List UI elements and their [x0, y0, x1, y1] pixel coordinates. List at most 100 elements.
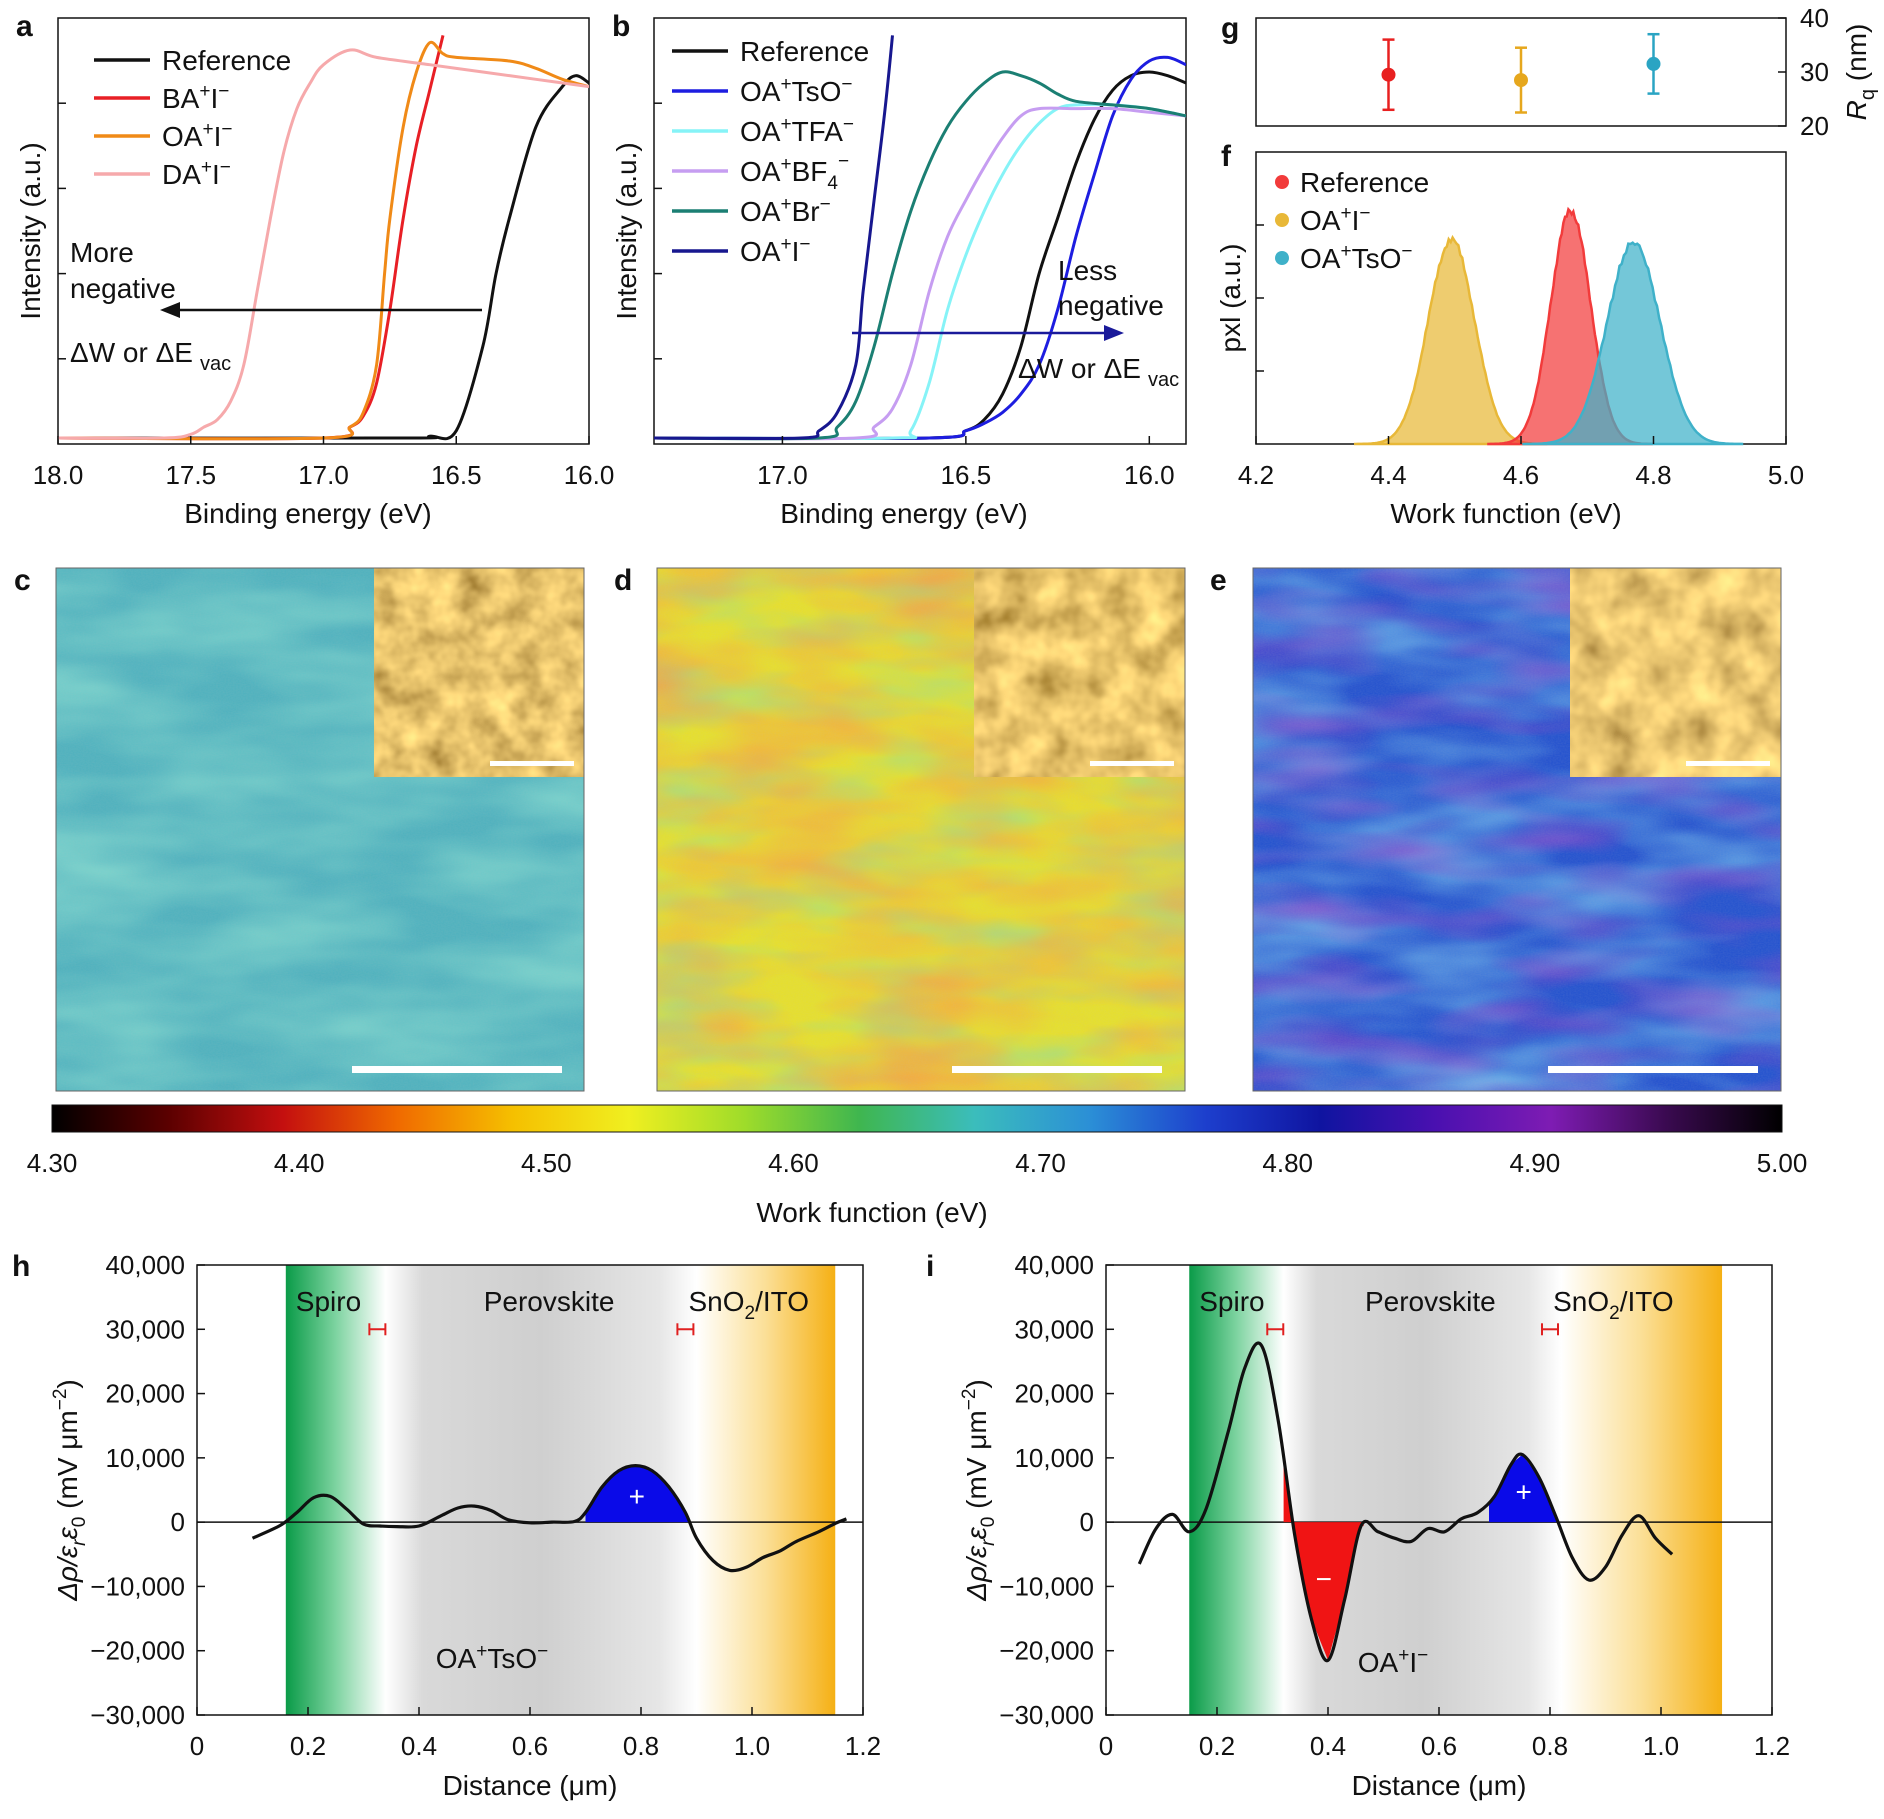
panel-b-annot-4: vac [1148, 369, 1179, 391]
y-tick-label: 20,000 [1014, 1379, 1094, 1409]
x-tick-label: 16.5 [941, 460, 992, 490]
panel-b-xlabel: Binding energy (eV) [780, 498, 1027, 529]
f-legend-label: OA+TsO− [1300, 241, 1412, 274]
legend-label: OA+Br− [740, 194, 831, 227]
map-d-frame [656, 567, 1186, 1092]
f-histogram-oa-tso- [1522, 241, 1744, 446]
f-x-tick-label: 5.0 [1768, 460, 1804, 490]
panel-a: a 18.0 17.5 17.0 16.5 16.0 Binding energy (e… [15, 10, 614, 529]
negative-charge-fill-sign: − [1316, 1564, 1332, 1595]
y-tick-label: 10,000 [1014, 1443, 1094, 1473]
panel-f-xlabel: Work function (eV) [1390, 498, 1621, 529]
svg-text:Rq (nm): Rq (nm) [1841, 24, 1879, 121]
colorbar-tick-label: 4.90 [1510, 1148, 1561, 1178]
panel-f-label: f [1221, 140, 1232, 173]
y-tick-label: −10,000 [90, 1571, 185, 1601]
y-axis-label: Δρ/εrε0 (mV μm−2) [50, 1379, 90, 1601]
legend-label: BA+I− [162, 81, 229, 114]
panel-a-annot-1: More [70, 237, 134, 268]
legend-label: OA+I− [162, 119, 232, 152]
colorbar-tick-label: 4.80 [1262, 1148, 1313, 1178]
map-scalebar-c [352, 1066, 562, 1073]
panel-b: b 17.0 16.5 16.0 Binding energy (eV) Inten… [611, 10, 1187, 529]
f-legend-dot [1275, 213, 1289, 227]
x-axis-label: Distance (μm) [1352, 1770, 1527, 1801]
y-tick-label: 30,000 [1014, 1314, 1094, 1344]
x-tick-label: 1.2 [845, 1731, 881, 1761]
g-point [1514, 73, 1528, 88]
region-label-spiro: Spiro [296, 1286, 361, 1317]
map-scalebar-d [952, 1066, 1162, 1073]
x-tick-label: 0.6 [512, 1731, 548, 1761]
colorbar: 4.30 4.40 4.50 4.60 4.70 4.80 4.90 5.00 Work fu… [27, 1104, 1808, 1228]
g-point [1646, 56, 1661, 71]
y-tick-label: −20,000 [999, 1636, 1094, 1666]
region-spiro [1189, 1265, 1284, 1715]
legend-label: OA+I− [740, 234, 810, 267]
legend-label: OA+TsO− [740, 74, 852, 107]
y-tick-label: 40,000 [105, 1250, 185, 1280]
panel-h-label: h [12, 1250, 30, 1283]
panel-g: g 20 30 40 Rq (nm) [1221, 3, 1879, 141]
x-tick-label: 17.0 [298, 460, 349, 490]
region-label-perovskite: Perovskite [484, 1286, 615, 1317]
x-tick-label: 0.4 [1310, 1731, 1346, 1761]
colorbar-tick-label: 5.00 [1757, 1148, 1808, 1178]
panel-a-arrowhead [160, 302, 180, 318]
x-tick-label: 0.2 [290, 1731, 326, 1761]
legend-label: DA+I− [162, 157, 231, 190]
f-x-tick-label: 4.4 [1370, 460, 1406, 490]
legend-label: OA+TFA− [740, 114, 854, 147]
colorbar-tick-label: 4.40 [274, 1148, 325, 1178]
x-tick-label: 16.0 [564, 460, 615, 490]
y-tick-label: −30,000 [999, 1700, 1094, 1730]
colorbar-tick-label: 4.60 [768, 1148, 819, 1178]
f-legend-dot [1275, 175, 1289, 189]
panel-e-label: e [1210, 564, 1227, 597]
x-tick-label: 16.5 [431, 460, 482, 490]
x-tick-label: 1.0 [1643, 1731, 1679, 1761]
legend-label: OA+BF4− [740, 151, 849, 194]
x-tick-label: 0 [190, 1731, 204, 1761]
panel-f-ylabel: pxl (a.u.) [1215, 244, 1246, 353]
afm-scalebar-e [1686, 761, 1770, 766]
series-line-oa-bf4- [654, 106, 1186, 441]
y-tick-label: −20,000 [90, 1636, 185, 1666]
y-tick-label: 0 [1080, 1507, 1094, 1537]
y-tick-label: 30,000 [105, 1314, 185, 1344]
panel-f: f 4.2 4.4 4.6 4.8 5.0 Work function (eV) pxl… [1215, 140, 1804, 529]
g-y-tick-label: 40 [1800, 3, 1829, 33]
panel-i-label: i [926, 1250, 934, 1283]
region-label-sno2-ito: SnO2/ITO [1553, 1286, 1674, 1324]
series-line-reference [58, 74, 589, 441]
panel-b-annot-3: ΔW or ΔE [1018, 353, 1141, 384]
afm-inset-c-texture [374, 568, 584, 777]
series-line-oa-br- [654, 70, 1186, 441]
x-tick-label: 1.2 [1754, 1731, 1790, 1761]
series-line-oa-i- [654, 35, 894, 441]
panel-b-annot-1: Less [1058, 255, 1117, 286]
legend-label: Reference [162, 45, 291, 76]
map-c-frame [55, 567, 585, 1092]
g-point [1381, 67, 1396, 82]
panel-b-arrowhead [1104, 325, 1124, 341]
afm-scalebar-c [490, 761, 574, 766]
series-line-da-i- [58, 48, 589, 440]
map-e-frame [1252, 567, 1782, 1092]
panel-a-label: a [16, 10, 33, 43]
x-tick-label: 0.6 [1421, 1731, 1457, 1761]
y-tick-label: −30,000 [90, 1700, 185, 1730]
colorbar-tick-label: 4.50 [521, 1148, 572, 1178]
sample-label: OA+TsO− [436, 1641, 548, 1674]
panel-a-frame [57, 17, 590, 445]
f-x-tick-label: 4.8 [1635, 460, 1671, 490]
x-tick-label: 18.0 [33, 460, 84, 490]
f-x-tick-label: 4.2 [1238, 460, 1274, 490]
region-sno2-ito [1561, 1265, 1723, 1715]
x-tick-label: 0 [1099, 1731, 1113, 1761]
g-y-tick-label: 30 [1800, 57, 1829, 87]
y-tick-label: 10,000 [105, 1443, 185, 1473]
panel-i: i − + 0 0.2 0.4 0.6 0.8 1.0 1.2 −30,000 −20,000 −1… [926, 1250, 1790, 1801]
panel-c: c [14, 564, 585, 1092]
